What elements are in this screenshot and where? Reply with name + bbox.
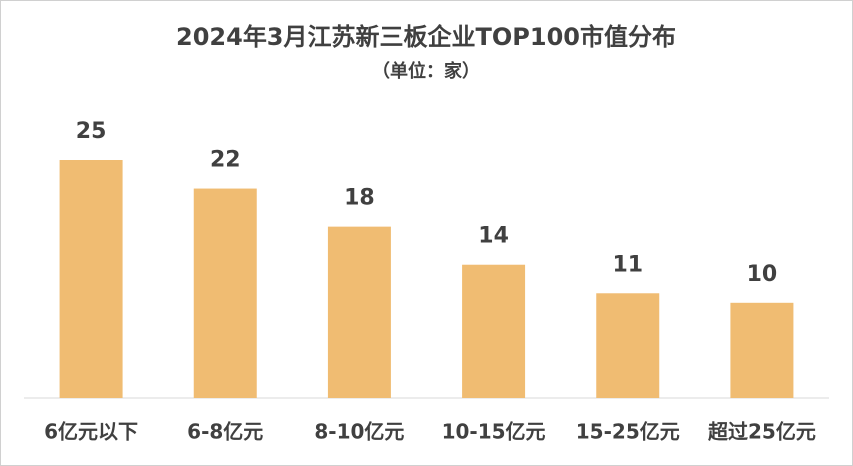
x-tick-label: 10-15亿元 — [442, 420, 546, 444]
bar — [193, 188, 257, 398]
chart-title: 2024年3月江苏新三板企业TOP100市值分布 — [176, 23, 676, 51]
bar — [462, 264, 526, 398]
x-tick-label: 15-25亿元 — [576, 420, 680, 444]
data-label: 18 — [344, 186, 375, 211]
data-label: 10 — [747, 262, 778, 287]
bar — [730, 302, 794, 398]
data-label: 22 — [210, 148, 241, 173]
chart-subtitle: （单位：家） — [372, 60, 480, 82]
x-tick-label: 6亿元以下 — [44, 420, 138, 444]
x-tick-label: 超过25亿元 — [707, 420, 816, 444]
data-label: 25 — [76, 119, 107, 144]
x-tick-label: 8-10亿元 — [314, 420, 404, 444]
data-label: 14 — [478, 224, 509, 249]
data-label: 11 — [612, 252, 643, 277]
bar — [59, 160, 123, 398]
bar — [327, 226, 391, 398]
x-tick-label: 6-8亿元 — [187, 420, 263, 444]
bar — [596, 293, 660, 398]
